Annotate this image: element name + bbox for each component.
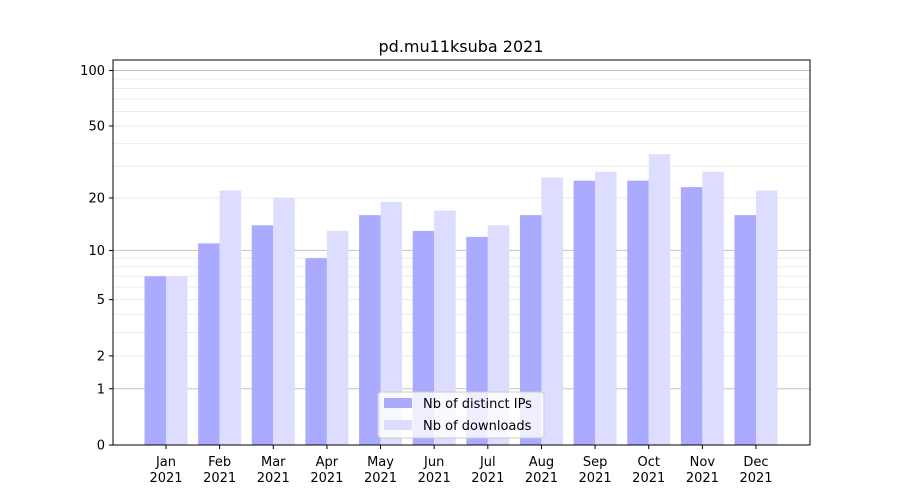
y-tick-label: 20 — [88, 191, 105, 206]
bar-downloads — [219, 190, 242, 445]
bar-downloads — [595, 171, 617, 445]
y-tick-label: 50 — [88, 119, 105, 134]
bar-downloads — [756, 190, 778, 445]
legend-label-ips: Nb of distinct IPs — [423, 397, 532, 412]
bar-ips — [251, 225, 274, 445]
x-tick-label: Feb 2021 — [203, 455, 236, 486]
x-tick-label: May 2021 — [364, 455, 397, 486]
legend-label-downloads: Nb of downloads — [423, 419, 532, 434]
x-tick-label: Mar 2021 — [257, 455, 290, 486]
x-tick-label: Dec 2021 — [739, 455, 772, 486]
bar-downloads — [702, 171, 724, 445]
x-tick-label: Jun 2021 — [418, 455, 451, 486]
bar-downloads — [273, 197, 295, 445]
x-tick-label: Nov 2021 — [686, 455, 719, 486]
y-tick-label: 10 — [88, 244, 105, 259]
bar-downloads — [648, 154, 671, 445]
plot-frame — [112, 59, 811, 446]
x-tick-label: Oct 2021 — [632, 455, 665, 486]
bar-ips — [734, 215, 756, 445]
bar-ips — [305, 258, 327, 445]
x-tick-label: Jul 2021 — [471, 455, 504, 486]
bar-ips — [198, 243, 220, 445]
bar-ips — [573, 180, 596, 445]
y-tick-label: 1 — [97, 382, 105, 397]
x-tick-label: Sep 2021 — [579, 455, 612, 486]
y-tick-label: 5 — [97, 293, 105, 308]
bar-downloads — [541, 177, 563, 445]
legend-swatch-downloads — [384, 420, 412, 430]
legend: Nb of distinct IPs Nb of downloads — [377, 391, 545, 439]
x-tick-label: Apr 2021 — [310, 455, 343, 486]
x-tick-label: Aug 2021 — [525, 455, 558, 486]
bar-downloads — [487, 225, 510, 445]
bar-downloads — [166, 276, 188, 445]
bar-downloads — [380, 201, 403, 445]
bar-ips — [627, 180, 649, 445]
y-tick-label: 100 — [80, 64, 105, 79]
bar-downloads — [326, 230, 349, 445]
chart-title: pd.mu11ksuba 2021 — [379, 37, 544, 56]
y-tick-label: 0 — [97, 439, 105, 454]
bar-ips — [359, 215, 381, 445]
bar-ips — [680, 187, 703, 445]
y-tick-label: 2 — [97, 349, 105, 364]
bar-ips — [519, 215, 542, 445]
x-tick-label: Jan 2021 — [149, 455, 182, 486]
legend-swatch-ips — [384, 398, 412, 408]
bar-ips — [144, 276, 166, 445]
bar-downloads — [434, 210, 456, 445]
bar-ips — [412, 230, 435, 445]
